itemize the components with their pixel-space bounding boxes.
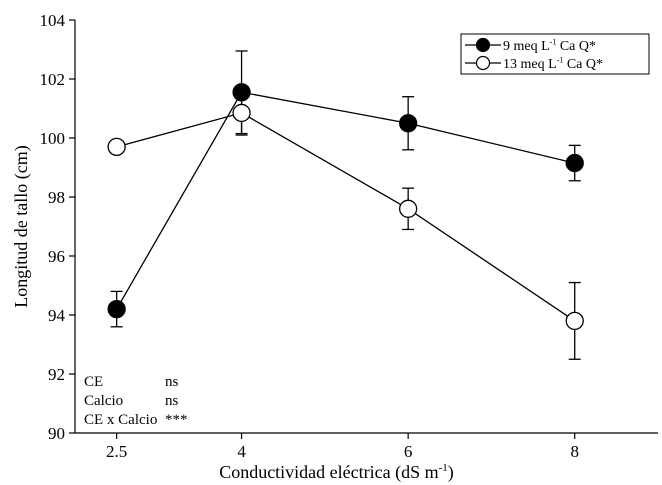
y-tick-label: 98: [48, 188, 65, 207]
axis-labels: Conductividad eléctrica (dS m-1) Longitud…: [11, 145, 454, 483]
y-tick-label: 90: [48, 424, 65, 443]
y-tick-label: 104: [40, 11, 66, 30]
y-tick-label: 96: [48, 247, 65, 266]
annotation-label: Calcio: [84, 393, 123, 409]
annotation-value: ns: [165, 393, 179, 409]
x-tick-label: 6: [404, 442, 413, 461]
y-tick-label: 100: [40, 129, 66, 148]
series-line: [116, 112, 576, 322]
annotation-label: CE: [84, 374, 103, 390]
y-tick-label: 92: [48, 365, 65, 384]
x-tick-label: 8: [570, 442, 579, 461]
legend-label: 13 meq L-1 Ca Q*: [503, 55, 603, 72]
statistics-annotation: CE ns Calcio ns CE x Calcio ***: [84, 374, 188, 428]
data-point: [398, 199, 418, 218]
annotation-label: CE x Calcio: [84, 412, 157, 428]
data-point: [232, 103, 251, 123]
plot-series: [107, 50, 584, 360]
data-point: [398, 114, 418, 133]
annotation-value: ns: [165, 374, 179, 390]
data-point: [565, 153, 584, 173]
y-tick-label: 94: [48, 306, 66, 325]
x-axis-label: Conductividad eléctrica (dS m-1): [219, 462, 454, 483]
series-filled: [107, 50, 584, 328]
legend-label: 9 meq L-1 Ca Q*: [503, 37, 596, 54]
legend-marker: [475, 37, 491, 53]
data-point: [565, 311, 584, 331]
series-open: [107, 90, 584, 360]
annotation-value: ***: [165, 412, 188, 428]
data-point: [107, 137, 126, 157]
legend-box: [460, 33, 650, 75]
y-tick-label: 102: [40, 70, 66, 89]
x-tick-label: 2.5: [106, 442, 127, 461]
series-line: [116, 91, 575, 310]
data-point: [107, 299, 126, 319]
legend: 9 meq L-1 Ca Q*13 meq L-1 Ca Q*: [460, 33, 650, 75]
axes: 90 92 94 96 98 100 102 104 2.5 4 6 8: [40, 11, 658, 461]
legend-marker: [475, 55, 491, 71]
y-axis-label: Longitud de tallo (cm): [11, 145, 32, 307]
x-tick-label: 4: [237, 442, 246, 461]
